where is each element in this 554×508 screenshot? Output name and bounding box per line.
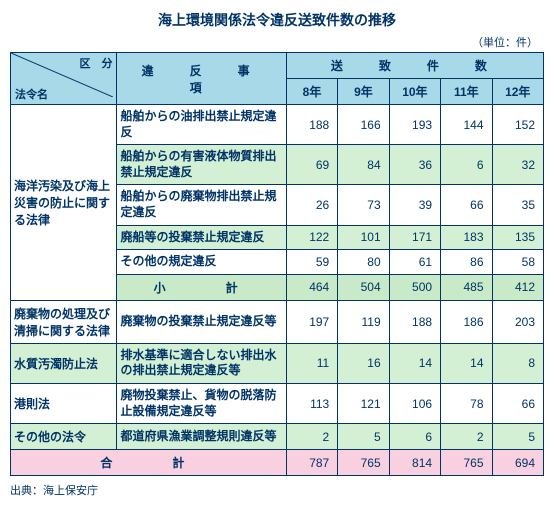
value-cell: 121 [338,383,389,423]
subtotal-label: 小 計 [117,274,286,300]
total-cell: 787 [286,450,337,476]
table-body: 海洋汚染及び海上災害の防止に関する法律船舶からの油排出禁止規定違反1881661… [11,105,544,476]
value-cell: 193 [389,105,440,145]
value-cell: 80 [338,250,389,275]
header-year-1: 9年 [338,79,389,105]
header-year-3: 11年 [441,79,492,105]
value-cell: 5 [492,424,544,450]
value-cell: 171 [389,225,440,250]
value-cell: 135 [492,225,544,250]
value-cell: 166 [338,105,389,145]
data-table: 区 分法令名違 反 事 項送 致 件 数8年9年10年11年12年 海洋汚染及び… [10,52,544,476]
table-row: 水質汚濁防止法排水基準に適合しない排出水の排出禁止規定違反等111614148 [11,343,544,383]
value-cell: 5 [338,424,389,450]
value-cell: 113 [286,383,337,423]
value-cell: 36 [389,145,440,185]
violation-item: 船舶からの有害液体物質排出禁止規定違反 [117,145,286,185]
value-cell: 188 [389,300,440,343]
value-cell: 61 [389,250,440,275]
value-cell: 26 [286,185,337,225]
header-law: 法令名 [15,86,48,102]
table-header: 区 分法令名違 反 事 項送 致 件 数8年9年10年11年12年 [11,53,544,105]
value-cell: 66 [441,185,492,225]
page-title: 海上環境関係法令違反送致件数の推移 [10,10,544,30]
subtotal-cell: 412 [492,274,544,300]
violation-item: 船舶からの廃棄物排出禁止規定違反 [117,185,286,225]
subtotal-cell: 500 [389,274,440,300]
subtotal-cell: 504 [338,274,389,300]
value-cell: 101 [338,225,389,250]
violation-item: 排水基準に適合しない排出水の排出禁止規定違反等 [117,343,286,383]
header-year-0: 8年 [286,79,337,105]
value-cell: 35 [492,185,544,225]
total-cell: 765 [441,450,492,476]
value-cell: 86 [441,250,492,275]
header-diagonal: 区 分法令名 [11,53,117,105]
value-cell: 188 [286,105,337,145]
value-cell: 58 [492,250,544,275]
value-cell: 14 [441,343,492,383]
subtotal-cell: 464 [286,274,337,300]
value-cell: 8 [492,343,544,383]
value-cell: 16 [338,343,389,383]
value-cell: 106 [389,383,440,423]
value-cell: 2 [441,424,492,450]
value-cell: 186 [441,300,492,343]
value-cell: 2 [286,424,337,450]
value-cell: 78 [441,383,492,423]
value-cell: 197 [286,300,337,343]
value-cell: 6 [389,424,440,450]
law-name-4: その他の法令 [11,424,117,450]
law-name-1: 廃棄物の処理及び清掃に関する法律 [11,300,117,343]
violation-item: 都道府県漁業調整規則違反等 [117,424,286,450]
value-cell: 203 [492,300,544,343]
value-cell: 59 [286,250,337,275]
total-cell: 765 [338,450,389,476]
total-cell: 694 [492,450,544,476]
unit-label: （単位：件） [10,34,544,50]
value-cell: 73 [338,185,389,225]
table-row: その他の法令都道府県漁業調整規則違反等25625 [11,424,544,450]
value-cell: 122 [286,225,337,250]
value-cell: 66 [492,383,544,423]
value-cell: 6 [441,145,492,185]
violation-item: 廃棄物の投棄禁止規定違反等 [117,300,286,343]
value-cell: 14 [389,343,440,383]
value-cell: 11 [286,343,337,383]
header-kubun: 区 分 [79,55,112,71]
violation-item: 廃船等の投棄禁止規定違反 [117,225,286,250]
value-cell: 183 [441,225,492,250]
table-row: 港則法廃物投棄禁止、貨物の脱落防止設備規定違反等1131211067866 [11,383,544,423]
value-cell: 69 [286,145,337,185]
table-row: 海洋汚染及び海上災害の防止に関する法律船舶からの油排出禁止規定違反1881661… [11,105,544,145]
source-label: 出典：海上保安庁 [10,482,544,498]
total-cell: 814 [389,450,440,476]
value-cell: 32 [492,145,544,185]
header-item: 違 反 事 項 [117,53,286,105]
total-row: 合 計787765814765694 [11,450,544,476]
header-year-2: 10年 [389,79,440,105]
header-count: 送 致 件 数 [286,53,543,79]
value-cell: 144 [441,105,492,145]
law-name-2: 水質汚濁防止法 [11,343,117,383]
value-cell: 119 [338,300,389,343]
table-row: 廃棄物の処理及び清掃に関する法律廃棄物の投棄禁止規定違反等19711918818… [11,300,544,343]
violation-item: 廃物投棄禁止、貨物の脱落防止設備規定違反等 [117,383,286,423]
law-name-3: 港則法 [11,383,117,423]
violation-item: その他の規定違反 [117,250,286,275]
value-cell: 39 [389,185,440,225]
subtotal-cell: 485 [441,274,492,300]
header-year-4: 12年 [492,79,544,105]
total-label: 合 計 [11,450,287,476]
violation-item: 船舶からの油排出禁止規定違反 [117,105,286,145]
law-name-0: 海洋汚染及び海上災害の防止に関する法律 [11,105,117,301]
value-cell: 152 [492,105,544,145]
value-cell: 84 [338,145,389,185]
